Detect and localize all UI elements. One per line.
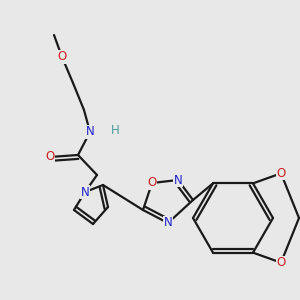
Text: O: O <box>276 167 286 180</box>
Text: O: O <box>276 256 286 269</box>
Text: N: N <box>164 217 172 230</box>
Text: O: O <box>147 176 157 190</box>
Text: O: O <box>45 151 55 164</box>
Text: O: O <box>57 50 67 64</box>
Text: N: N <box>85 125 94 139</box>
Text: H: H <box>111 124 119 136</box>
Text: N: N <box>174 173 182 187</box>
Text: N: N <box>81 185 89 199</box>
